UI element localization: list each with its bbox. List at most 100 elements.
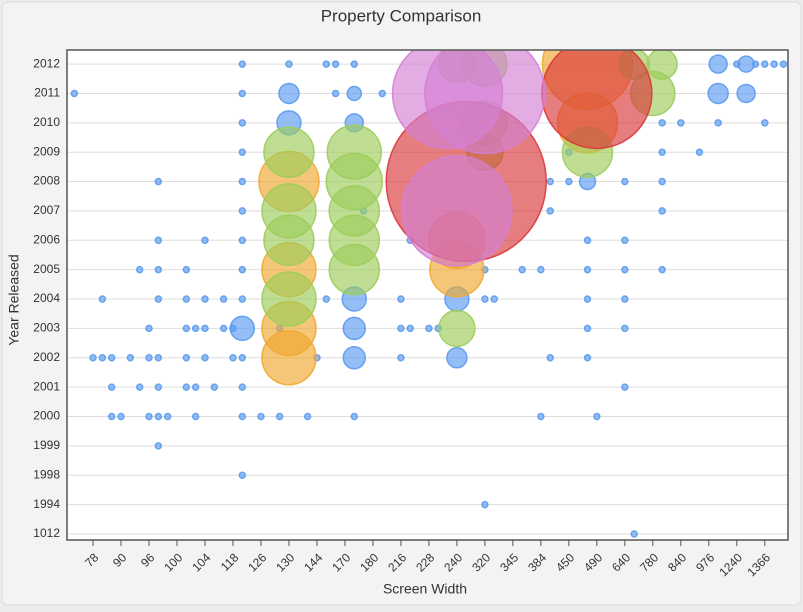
bubble [737, 55, 755, 73]
bubble [201, 236, 209, 245]
bubble [201, 354, 209, 362]
bubble [238, 295, 247, 303]
bubble [621, 295, 629, 303]
y-tick-label: 1999 [33, 438, 60, 452]
bubble [490, 295, 498, 303]
y-tick-label: 1998 [33, 467, 60, 481]
bubble [154, 177, 163, 186]
bubble [770, 60, 778, 68]
bubble [238, 89, 247, 98]
plot-border [66, 49, 789, 541]
bubble [342, 346, 367, 370]
bubble [714, 119, 722, 127]
bubble [98, 295, 107, 303]
bubble [658, 265, 666, 274]
y-tick-label: 2008 [33, 174, 60, 188]
bubble [346, 85, 363, 102]
bubble [238, 383, 247, 391]
bubble [707, 82, 729, 105]
bubble [424, 50, 546, 155]
bubble [322, 60, 331, 68]
y-tick-label: 2010 [33, 115, 60, 129]
bubble [238, 177, 247, 186]
bubble [303, 412, 312, 421]
y-tick-label: 2005 [33, 262, 60, 276]
bubble [238, 471, 247, 480]
y-tick-label: 2009 [33, 144, 60, 158]
bubble [126, 354, 135, 362]
bubble [658, 207, 666, 215]
bubble [201, 324, 209, 333]
bubble [238, 148, 247, 156]
bubble [154, 383, 163, 391]
bubble [210, 383, 219, 391]
bubble [261, 330, 317, 386]
bubble [546, 177, 554, 186]
bubble [154, 295, 163, 303]
bubble [182, 265, 191, 274]
y-tick-label: 2003 [33, 321, 60, 335]
bubble [238, 207, 247, 215]
bubble [238, 354, 247, 362]
bubble [182, 383, 191, 391]
bubble [135, 265, 144, 274]
bubble [350, 412, 359, 421]
bubble [117, 412, 125, 421]
bubble [285, 60, 293, 68]
bubble [658, 148, 666, 156]
bubble [107, 354, 116, 362]
bubble [145, 412, 153, 421]
bubble [541, 50, 653, 150]
bubble [708, 54, 728, 74]
bubble [658, 177, 666, 186]
bubble [621, 236, 629, 245]
bubble [238, 119, 247, 127]
bubble [481, 295, 489, 303]
bubble [145, 324, 153, 333]
bubble [761, 60, 769, 68]
bubble [621, 265, 629, 274]
bubble [350, 60, 359, 68]
bubble [677, 119, 685, 127]
bubble [154, 236, 163, 245]
bubble [145, 354, 153, 362]
bubble [446, 347, 468, 369]
bubble [397, 324, 405, 333]
y-tick-label: 1994 [33, 497, 60, 511]
bubble [481, 500, 489, 509]
bubble [182, 324, 191, 333]
bubble [583, 324, 592, 333]
bubble [546, 207, 554, 215]
bubble [537, 412, 545, 421]
x-axis-label: Screen Width [383, 581, 467, 597]
y-tick-label: 2012 [33, 56, 60, 70]
bubble [263, 214, 315, 267]
bubble [163, 412, 172, 421]
bubble [438, 309, 476, 348]
bubble [229, 354, 237, 362]
bubble [646, 50, 678, 80]
bubble [219, 324, 228, 333]
y-tick-label: 1012 [33, 526, 60, 540]
bubble [135, 383, 144, 391]
bubble [401, 155, 513, 267]
bubble [621, 324, 629, 333]
y-tick-label: 2006 [33, 232, 60, 246]
bubble [275, 412, 284, 421]
chart-title: Property Comparison [321, 6, 482, 25]
bubble [219, 295, 228, 303]
bubble [238, 265, 247, 274]
bubble [201, 295, 209, 303]
bubble [342, 316, 367, 341]
bubble [229, 315, 256, 342]
bubble [583, 265, 592, 274]
bubble [397, 295, 405, 303]
bubble [98, 354, 107, 362]
bubble [593, 412, 601, 421]
bubble [191, 383, 200, 391]
bubble [182, 354, 191, 362]
bubble [518, 265, 526, 274]
bubble [658, 119, 666, 127]
